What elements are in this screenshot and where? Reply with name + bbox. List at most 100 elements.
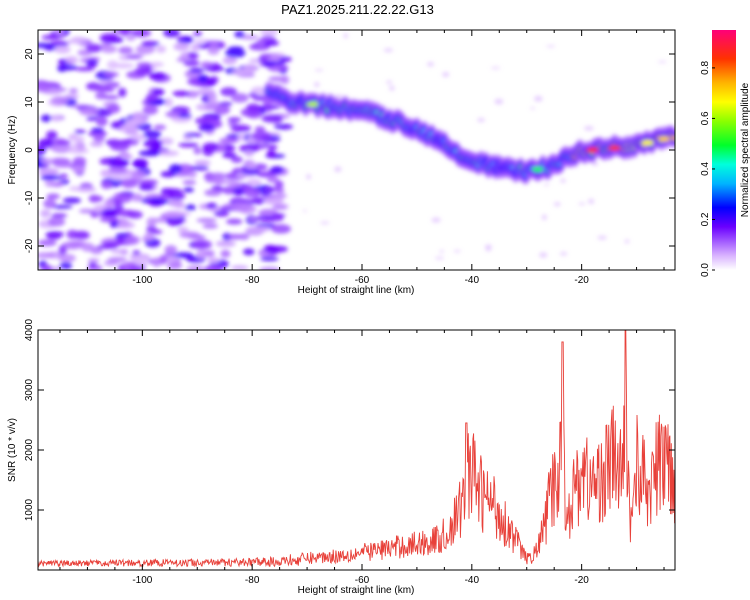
noise-blob xyxy=(103,95,120,100)
noise-blob xyxy=(54,163,75,168)
noise-blob xyxy=(386,80,393,84)
noise-blob xyxy=(74,66,95,72)
noise-blob xyxy=(314,68,324,72)
x-tick-label: -20 xyxy=(574,575,589,586)
noise-blob xyxy=(241,168,260,176)
noise-blob xyxy=(163,30,181,38)
noise-blob xyxy=(251,131,272,141)
noise-blob xyxy=(177,226,189,233)
noise-blob xyxy=(40,174,62,181)
noise-blob xyxy=(427,61,435,67)
noise-blob xyxy=(196,218,217,223)
noise-blob xyxy=(86,116,99,121)
noise-blob xyxy=(227,117,242,122)
noise-blob xyxy=(108,166,128,174)
noise-blob xyxy=(560,178,566,183)
x-tick-label: -100 xyxy=(132,275,152,286)
noise-blob xyxy=(190,165,209,171)
ridge-peak xyxy=(586,147,599,153)
chart-title: PAZ1.2025.211.22.22.G13 xyxy=(281,2,434,17)
noise-blob xyxy=(46,193,60,200)
noise-blob xyxy=(117,194,132,203)
noise-blob xyxy=(104,198,115,209)
noise-blob xyxy=(122,154,133,160)
noise-blob xyxy=(124,118,146,126)
noise-blob xyxy=(179,231,201,239)
spectrogram-x-label: Height of straight line (km) xyxy=(298,285,415,296)
noise-blob xyxy=(246,161,257,170)
noise-blob xyxy=(227,122,239,127)
noise-blob xyxy=(38,83,52,92)
noise-blob xyxy=(203,117,216,123)
noise-blob xyxy=(657,60,667,63)
noise-blob xyxy=(230,124,252,133)
noise-blob xyxy=(69,88,78,94)
noise-blob xyxy=(78,107,99,116)
noise-blob xyxy=(578,202,586,206)
noise-blob xyxy=(545,45,556,48)
noise-blob xyxy=(93,135,105,142)
noise-blob xyxy=(38,168,60,177)
noise-blob xyxy=(125,54,143,60)
noise-blob xyxy=(130,30,152,38)
noise-blob xyxy=(163,210,186,219)
noise-blob xyxy=(597,235,607,240)
noise-blob xyxy=(266,149,276,158)
noise-blob xyxy=(222,186,235,195)
noise-blob xyxy=(266,245,288,253)
noise-blob xyxy=(71,165,86,174)
noise-blob xyxy=(200,61,213,69)
noise-blob xyxy=(274,180,284,190)
noise-blob xyxy=(131,169,147,179)
noise-blob xyxy=(164,245,178,255)
noise-blob xyxy=(117,209,136,217)
noise-blob xyxy=(267,56,281,62)
noise-blob xyxy=(159,254,168,265)
noise-blob xyxy=(254,126,266,133)
x-tick-label: -40 xyxy=(465,275,480,286)
noise-blob xyxy=(178,142,199,148)
noise-blob xyxy=(143,138,163,148)
noise-blob xyxy=(193,31,203,37)
noise-blob xyxy=(71,135,85,142)
ridge-core xyxy=(671,135,675,142)
noise-blob xyxy=(51,95,69,106)
colorbar-gradient xyxy=(712,30,736,270)
noise-blob xyxy=(186,264,205,270)
noise-blob xyxy=(202,250,213,256)
ridge-peak xyxy=(658,136,671,142)
noise-blob xyxy=(181,36,192,42)
x-tick-label: -100 xyxy=(132,575,152,586)
noise-blob xyxy=(219,137,238,144)
noise-blob xyxy=(51,204,73,209)
noise-blob xyxy=(141,41,155,47)
noise-blob xyxy=(103,71,120,78)
noise-blob xyxy=(46,232,62,240)
noise-blob xyxy=(130,193,144,202)
noise-blob xyxy=(204,103,217,111)
noise-blob xyxy=(490,66,501,70)
noise-blob xyxy=(145,93,158,102)
noise-blob xyxy=(40,114,52,123)
noise-blob xyxy=(222,152,237,159)
noise-blob xyxy=(227,233,242,240)
noise-blob xyxy=(78,208,95,214)
noise-blob xyxy=(58,253,76,263)
spectrogram-x-axis: -100 -80 -60 -40 -20 xyxy=(59,30,665,286)
noise-blob xyxy=(135,44,156,55)
noise-blob xyxy=(122,179,134,189)
spectrogram-image xyxy=(38,30,675,270)
y-tick-label: 0 xyxy=(24,147,35,153)
noise-blob xyxy=(91,83,110,92)
colorbar-label: Normalized spectral amplitude xyxy=(740,82,750,217)
noise-blob xyxy=(74,129,86,134)
noise-blob xyxy=(238,233,250,240)
noise-blob xyxy=(51,213,68,218)
noise-blob xyxy=(539,252,548,258)
noise-blob xyxy=(112,160,129,168)
noise-blob xyxy=(231,93,249,103)
noise-blob xyxy=(225,48,246,58)
noise-blob xyxy=(248,92,258,98)
noise-blob xyxy=(187,51,199,60)
